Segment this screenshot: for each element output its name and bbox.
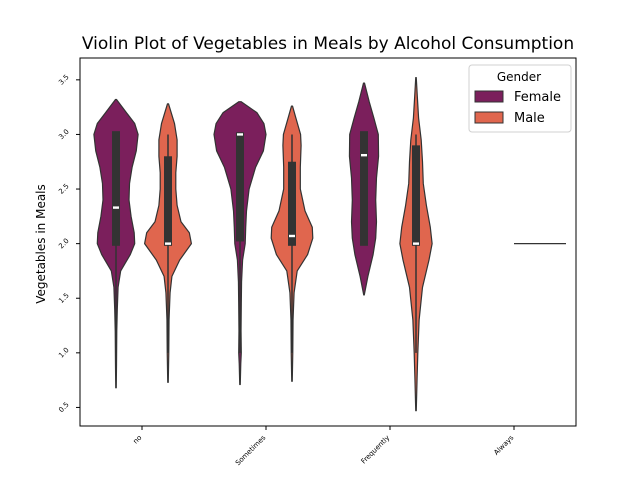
- y-axis-ticks: 0.5 1.0 1.5 2.0 2.5 3.0 3.5: [57, 73, 80, 414]
- plot-area: [93, 77, 566, 412]
- violin-box: [412, 145, 420, 246]
- violin-median: [361, 153, 367, 157]
- x-tick-label: Sometimes: [234, 434, 268, 468]
- violin-box: [236, 132, 244, 242]
- y-tick-label: 3.0: [57, 128, 71, 142]
- violin-median: [237, 133, 243, 136]
- y-tick-label: 3.5: [57, 73, 71, 87]
- violin-median: [289, 234, 295, 238]
- violin-box: [288, 161, 296, 246]
- plot-frame: [79, 57, 577, 427]
- y-tick-label: 2.0: [57, 237, 71, 251]
- y-tick-label: 1.5: [57, 291, 71, 305]
- y-tick-label: 2.5: [57, 182, 71, 196]
- x-tick-label: Frequently: [360, 434, 392, 466]
- legend: Gender Female Male: [468, 64, 572, 133]
- y-tick-label: 1.0: [57, 346, 71, 360]
- legend-swatch: [474, 90, 504, 103]
- y-axis-label: Vegetables in Meals: [34, 184, 48, 304]
- x-tick-label: Always: [492, 434, 515, 457]
- chart-title: Violin Plot of Vegetables in Meals by Al…: [82, 34, 574, 54]
- y-tick-label: 0.5: [57, 401, 71, 415]
- legend-swatch: [474, 111, 504, 124]
- violin-box: [112, 131, 120, 246]
- violin-median: [413, 242, 419, 245]
- violin-median: [165, 242, 171, 245]
- legend-label: Female: [514, 90, 561, 105]
- x-tick-label: no: [132, 434, 144, 446]
- violin-box: [360, 131, 368, 246]
- x-axis-ticks: no Sometimes Frequently Always: [132, 426, 516, 467]
- violin-box: [164, 156, 172, 246]
- legend-title: Gender: [497, 70, 541, 84]
- legend-label: Male: [514, 111, 545, 126]
- violin-median: [113, 206, 119, 209]
